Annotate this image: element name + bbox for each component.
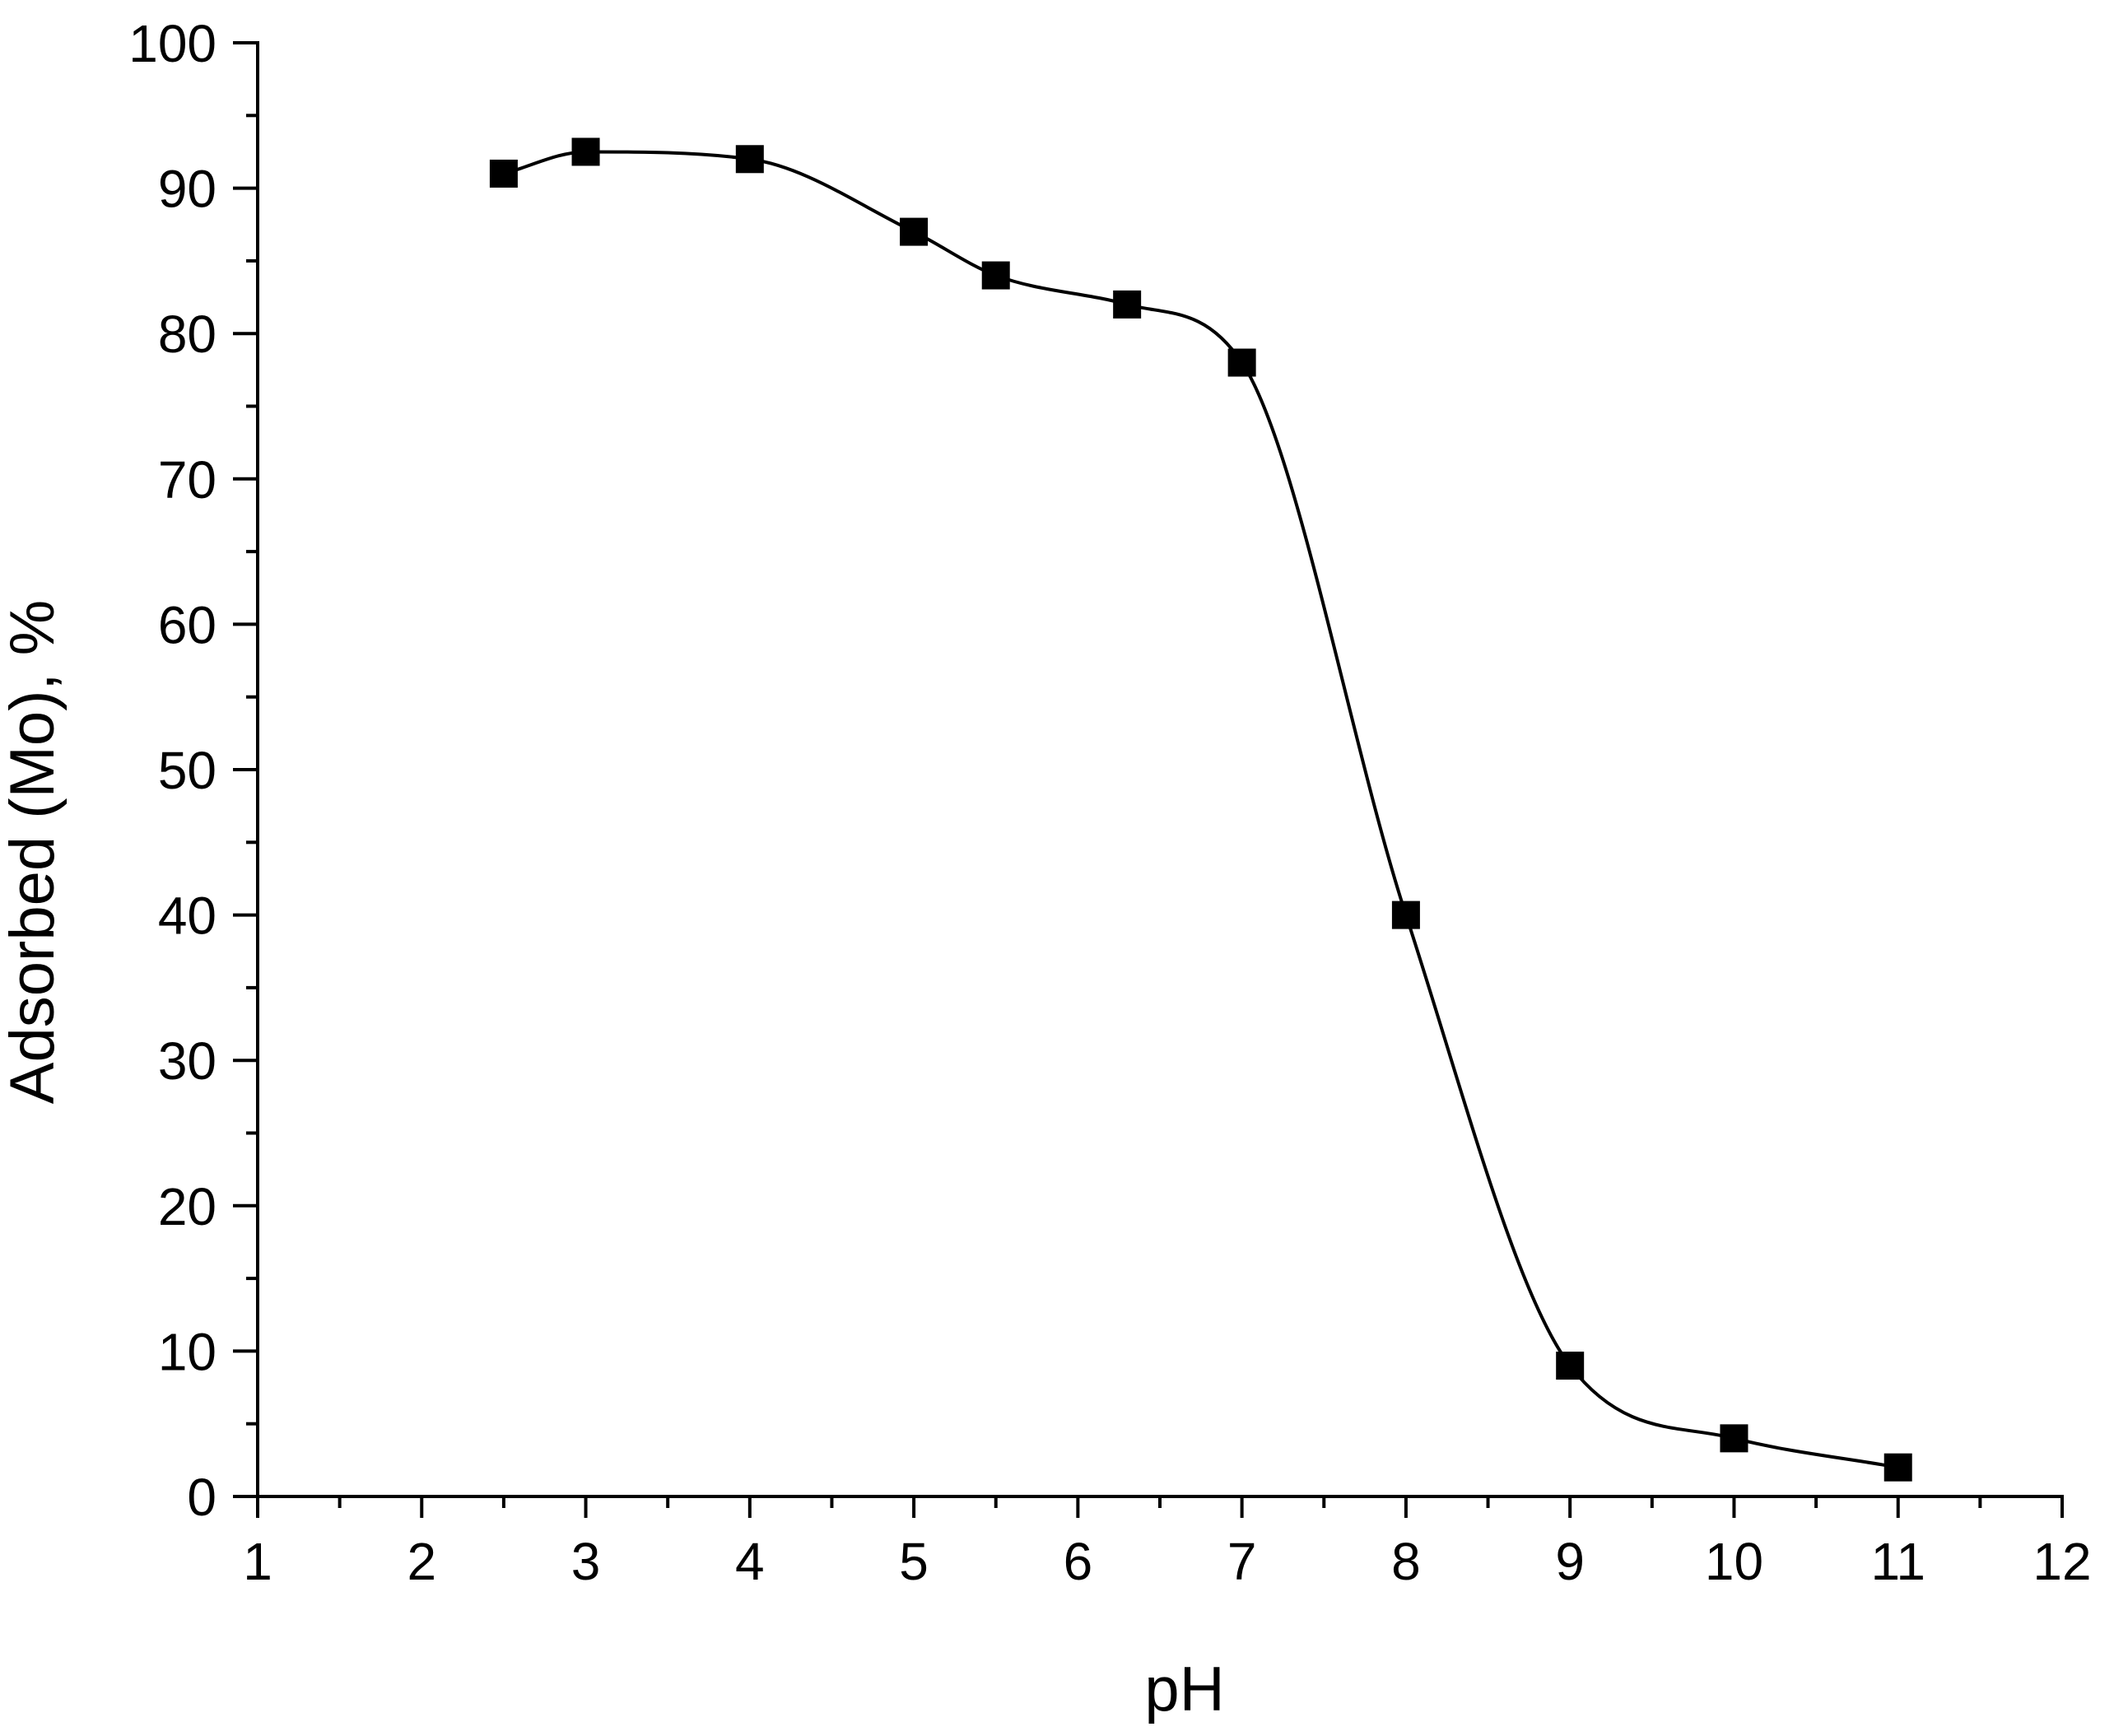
y-tick-label: 90	[158, 160, 217, 219]
y-tick-label: 100	[128, 14, 217, 73]
axis-titles: pH Adsorbed (Mo), %	[0, 600, 1225, 1724]
y-tick-label: 70	[158, 450, 217, 510]
x-tick-label: 10	[1705, 1532, 1763, 1591]
data-point-marker	[1227, 348, 1256, 377]
y-tick-label: 10	[158, 1322, 217, 1381]
y-tick-label: 20	[158, 1177, 217, 1236]
data-point-marker	[1884, 1453, 1912, 1482]
data-point-marker	[1556, 1352, 1585, 1380]
x-tick-label: 2	[407, 1532, 436, 1591]
y-tick-label: 0	[187, 1468, 217, 1527]
x-tick-label: 3	[571, 1532, 601, 1591]
y-axis-title: Adsorbed (Mo), %	[0, 600, 68, 1104]
data-point-marker	[1720, 1424, 1748, 1453]
data-point-marker	[571, 137, 600, 166]
x-tick-label: 12	[2033, 1532, 2091, 1591]
x-tick-label: 6	[1064, 1532, 1093, 1591]
axes	[256, 41, 2064, 1498]
x-tick-label: 9	[1555, 1532, 1585, 1591]
y-tick-label: 50	[158, 741, 217, 800]
x-tick-label: 1	[243, 1532, 272, 1591]
x-tick-label: 4	[735, 1532, 765, 1591]
series-line	[503, 150, 1899, 1469]
data-point-marker	[1391, 901, 1420, 929]
x-axis-ticks: 1 2 3 4 5 6 7 8 9 10 11 12	[243, 1496, 2092, 1591]
x-tick-label: 11	[1871, 1532, 1925, 1591]
data-point-marker	[900, 217, 929, 246]
series	[489, 137, 1912, 1482]
x-tick-label: 7	[1227, 1532, 1257, 1591]
y-axis-ticks: 0 10 20 30 40 50 60 70 80 90 100	[128, 14, 258, 1527]
y-tick-label: 80	[158, 305, 217, 364]
data-point-marker	[1113, 290, 1142, 319]
y-tick-label: 30	[158, 1031, 217, 1091]
y-tick-label: 60	[158, 595, 217, 654]
data-point-marker	[981, 261, 1010, 290]
data-point-marker	[489, 159, 518, 188]
y-tick-label: 40	[158, 887, 217, 946]
x-tick-label: 8	[1391, 1532, 1421, 1591]
x-tick-label: 5	[899, 1532, 929, 1591]
x-axis-title: pH	[1144, 1655, 1224, 1724]
data-point-marker	[735, 145, 764, 174]
